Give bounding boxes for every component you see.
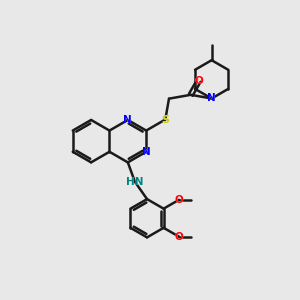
Text: N: N: [124, 115, 132, 125]
Text: N: N: [207, 94, 216, 103]
Text: O: O: [175, 232, 183, 242]
Text: HN: HN: [126, 177, 144, 187]
Text: S: S: [161, 115, 169, 124]
Text: O: O: [194, 76, 203, 86]
Text: O: O: [175, 195, 183, 205]
Text: HN: HN: [126, 177, 144, 187]
Text: N: N: [207, 94, 216, 103]
Text: N: N: [142, 147, 151, 157]
Text: N: N: [142, 147, 151, 157]
Text: S: S: [161, 115, 169, 124]
Text: N: N: [124, 115, 132, 125]
Text: O: O: [175, 232, 183, 242]
Text: O: O: [175, 195, 183, 205]
Text: O: O: [194, 76, 203, 86]
